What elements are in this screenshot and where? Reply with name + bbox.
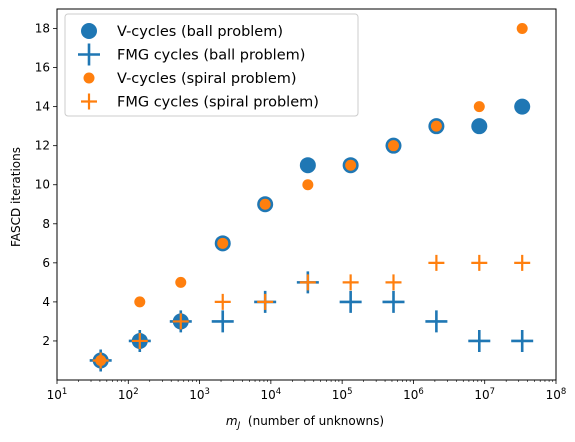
data-point xyxy=(471,254,488,271)
legend-marker xyxy=(78,43,100,66)
y-tick-label: 6 xyxy=(42,256,50,270)
data-point xyxy=(382,290,405,313)
data-point xyxy=(342,274,359,291)
data-point xyxy=(299,157,316,174)
series-4 xyxy=(92,254,531,369)
legend-label: V-cycles (ball problem) xyxy=(117,24,283,40)
data-point xyxy=(131,332,148,349)
y-tick-label: 10 xyxy=(35,178,50,192)
y-tick-label: 16 xyxy=(35,61,50,75)
data-point xyxy=(211,310,234,333)
data-point xyxy=(511,329,534,352)
legend-marker xyxy=(81,93,97,110)
data-point xyxy=(387,140,399,152)
y-tick-label: 2 xyxy=(42,334,50,348)
x-tick-label: 107 xyxy=(474,387,495,402)
x-tick-label: 104 xyxy=(261,387,282,402)
legend-entry: FMG cycles (ball problem) xyxy=(78,43,305,66)
y-tick-label: 12 xyxy=(35,139,50,153)
series-3 xyxy=(95,23,528,366)
data-point xyxy=(302,179,314,191)
x-tick-label: 103 xyxy=(189,387,210,402)
data-point xyxy=(425,310,448,333)
data-point xyxy=(345,159,357,171)
x-tick-label: 108 xyxy=(546,387,567,402)
data-point xyxy=(299,274,316,291)
y-tick-label: 14 xyxy=(35,100,50,114)
data-point xyxy=(473,101,485,113)
legend: V-cycles (ball problem) FMG cycles (ball … xyxy=(64,13,359,117)
legend-entry: V-cycles (spiral problem) xyxy=(83,71,297,87)
series-1 xyxy=(92,98,531,369)
data-point xyxy=(257,293,274,310)
legend-label: V-cycles (spiral problem) xyxy=(117,71,297,87)
data-point xyxy=(134,296,146,308)
plot-frame xyxy=(56,8,557,381)
y-tick-label: 18 xyxy=(35,22,50,36)
data-point xyxy=(468,329,491,352)
legend-label: FMG cycles (spiral problem) xyxy=(117,95,319,111)
x-tick-label: 102 xyxy=(118,387,139,402)
data-point xyxy=(217,237,229,249)
data-point xyxy=(514,98,531,115)
legend-entry: FMG cycles (spiral problem) xyxy=(81,93,319,111)
legend-label: FMG cycles (ball problem) xyxy=(117,48,305,64)
legend-marker xyxy=(83,72,95,84)
y-tick-label: 4 xyxy=(42,295,50,309)
data-point xyxy=(385,274,402,291)
y-axis-ticks: 2 4 6 8 10 12 14 16 18 xyxy=(35,22,57,348)
chart-marks xyxy=(89,23,534,372)
data-point xyxy=(516,23,528,35)
x-tick-label: 106 xyxy=(403,387,424,402)
data-point xyxy=(172,313,189,330)
x-tick-label: 101 xyxy=(47,387,68,402)
x-axis-ticks: 101 102 103 104 105 106 107 108 xyxy=(47,380,567,402)
data-point xyxy=(339,290,362,313)
x-tick-label: 105 xyxy=(332,387,353,402)
data-point xyxy=(259,198,271,210)
data-point xyxy=(428,254,445,271)
legend-marker xyxy=(81,23,97,39)
series-2 xyxy=(89,271,534,372)
data-point xyxy=(175,276,187,288)
data-point xyxy=(92,352,109,369)
x-axis-label: mJ (number of unknowns) xyxy=(226,414,384,431)
data-point xyxy=(471,118,488,135)
legend-box xyxy=(64,13,359,117)
y-axis-label: FASCD iterations xyxy=(9,147,23,247)
legend-entry: V-cycles (ball problem) xyxy=(81,23,283,40)
y-tick-label: 8 xyxy=(42,217,50,231)
data-point xyxy=(430,120,442,132)
data-point xyxy=(214,293,231,310)
data-point xyxy=(514,254,531,271)
